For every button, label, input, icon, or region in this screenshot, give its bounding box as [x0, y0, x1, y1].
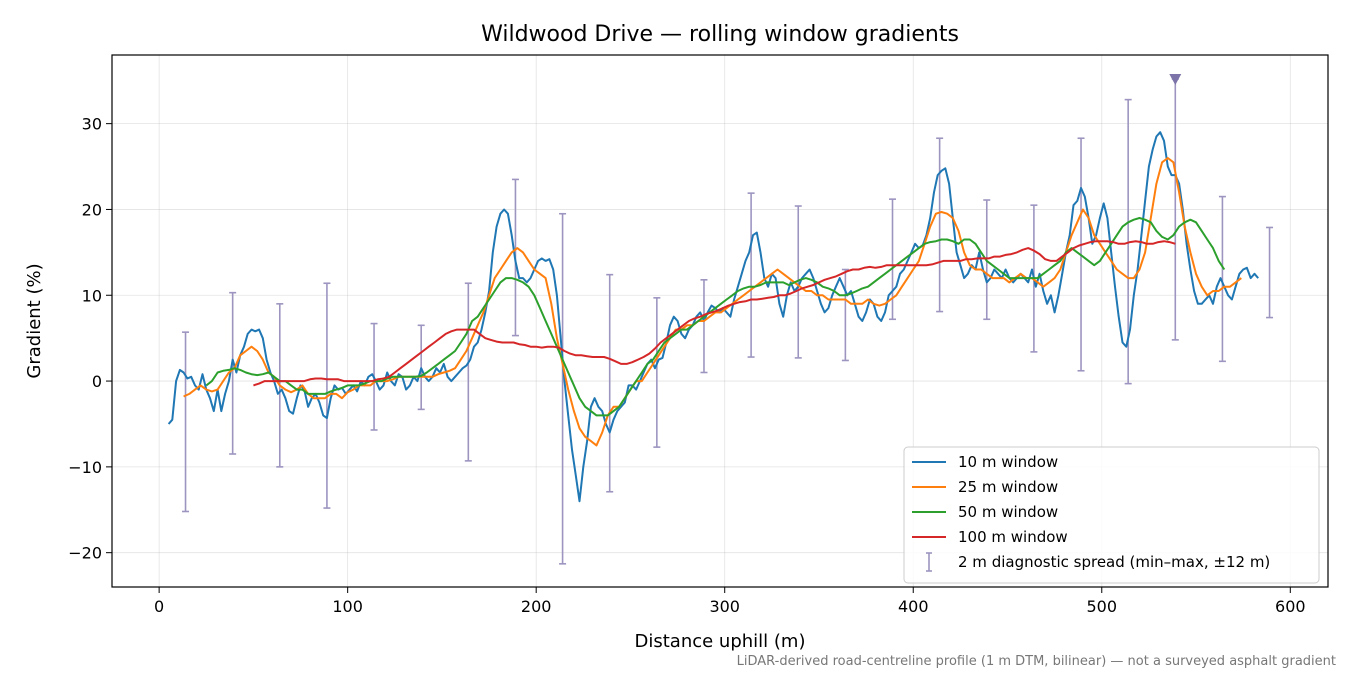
x-axis-label: Distance uphill (m) [635, 631, 806, 652]
y-tick-label: −10 [68, 458, 102, 477]
y-tick-label: 10 [82, 286, 102, 305]
plot-frame [111, 54, 1329, 588]
legend-label: 50 m window [958, 503, 1058, 521]
y-tick-label: 30 [82, 115, 102, 134]
x-tick-label: 400 [898, 597, 929, 616]
x-axis-ticks: 0 100 200 300 400 500 600 [154, 587, 1306, 616]
legend-label: 25 m window [958, 478, 1058, 496]
legend-label: 100 m window [958, 528, 1068, 546]
footnote: LiDAR-derived road-centreline profile (1… [737, 654, 1336, 669]
legend-entry: 2 m diagnostic spread (min–max, ±12 m) [926, 552, 1270, 572]
diagnostic-errorbar [606, 273, 614, 493]
x-tick-label: 0 [154, 597, 164, 616]
x-tick-label: 300 [709, 597, 740, 616]
legend-entry: 25 m window [912, 478, 1058, 496]
series-lines [167, 131, 1259, 503]
x-tick-label: 500 [1086, 597, 1117, 616]
legend: 10 m window 25 m window 50 m window 100 m w… [903, 446, 1320, 584]
diagnostic-errorbar [182, 331, 190, 513]
diagnostic-errorbars [182, 78, 1274, 565]
legend-entry: 100 m window [912, 528, 1068, 546]
y-tick-label: 0 [92, 372, 102, 391]
clipped-value-marker [1169, 74, 1182, 86]
diagnostic-errorbar [653, 297, 661, 448]
series-line [205, 217, 1226, 417]
series-line [167, 131, 1259, 503]
diagnostic-errorbar [841, 268, 849, 362]
y-axis-label: Gradient (%) [24, 263, 45, 378]
legend-entry: 50 m window [912, 503, 1058, 521]
series-line [253, 240, 1176, 387]
diagnostic-errorbar [1266, 226, 1274, 319]
diagnostic-errorbar [936, 137, 944, 313]
diagnostic-errorbar [229, 291, 237, 455]
chart-title: Wildwood Drive — rolling window gradient… [481, 22, 959, 47]
legend-label: 10 m window [958, 453, 1058, 471]
y-tick-label: −20 [68, 544, 102, 563]
diagnostic-errorbar [1218, 195, 1226, 363]
legend-box [903, 446, 1320, 584]
grid-lines [112, 55, 1328, 587]
x-tick-label: 100 [332, 597, 363, 616]
legend-entry: 10 m window [912, 453, 1058, 471]
y-tick-label: 20 [82, 200, 102, 219]
diagnostic-errorbar [464, 282, 472, 462]
legend-label: 2 m diagnostic spread (min–max, ±12 m) [958, 553, 1270, 571]
diagnostic-errorbar [559, 212, 567, 565]
x-tick-label: 600 [1275, 597, 1306, 616]
x-tick-label: 200 [521, 597, 552, 616]
diagnostic-errorbar [747, 192, 755, 358]
diagnostic-errorbar [794, 205, 802, 359]
y-axis-ticks: −20 −10 0 10 20 30 [68, 115, 112, 563]
clipped-markers [1169, 74, 1182, 86]
diagnostic-errorbar [700, 279, 708, 374]
legend-swatch-errorbar [926, 552, 932, 572]
